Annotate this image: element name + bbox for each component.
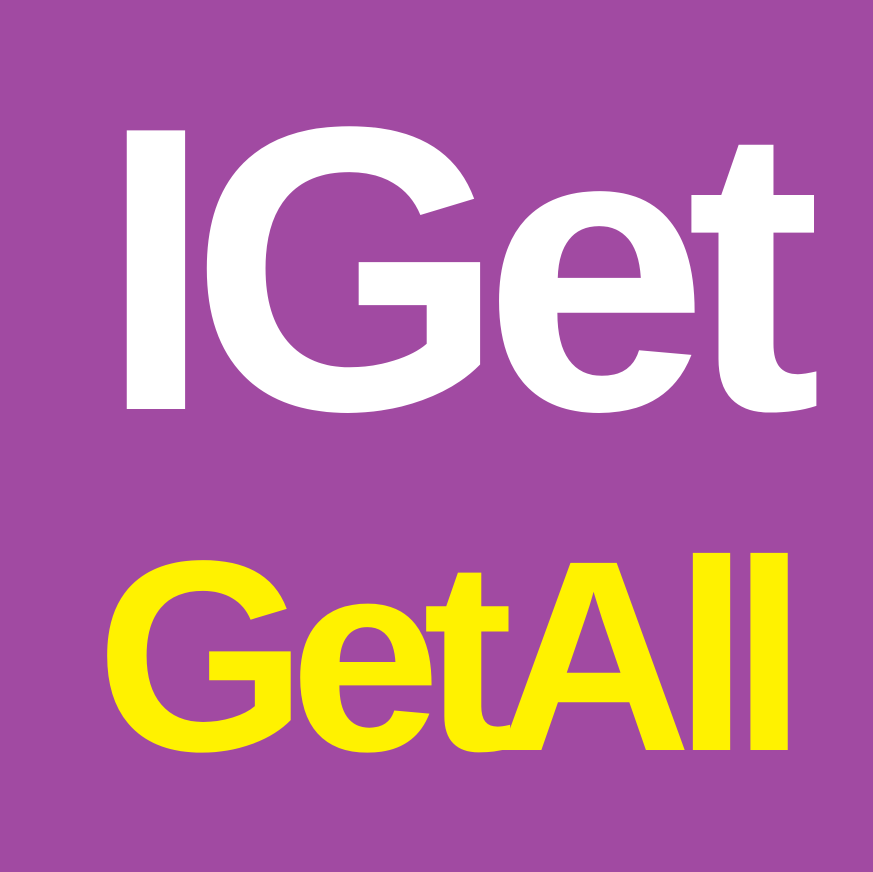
logo-line-iget: IGet: [99, 42, 822, 495]
logo-line-getall: GetAll: [96, 504, 807, 808]
